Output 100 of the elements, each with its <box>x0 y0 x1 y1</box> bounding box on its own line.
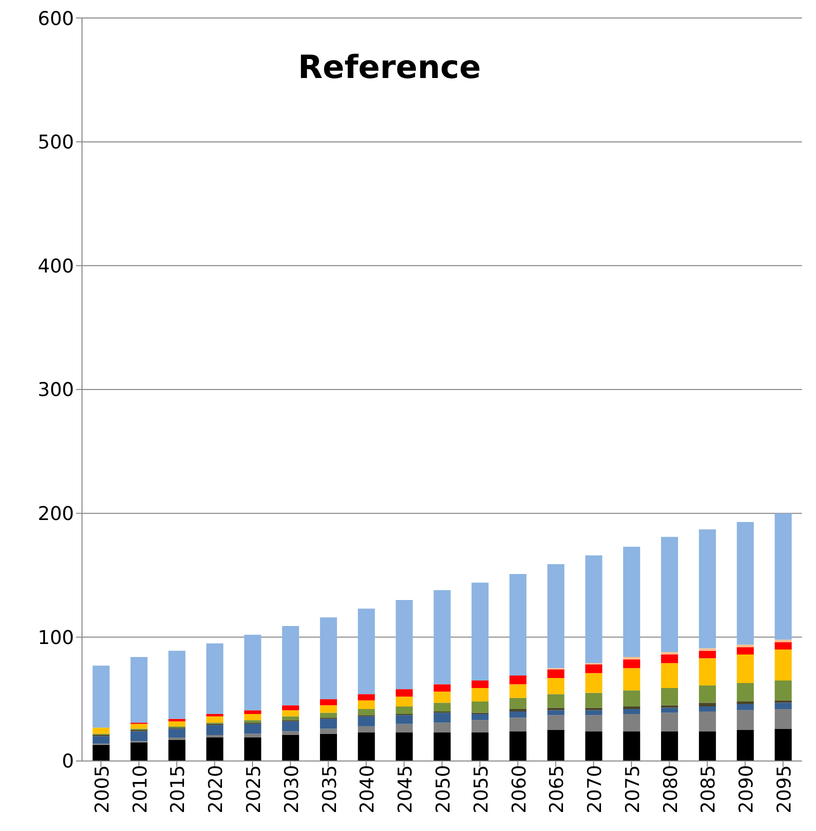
bar <box>661 731 678 761</box>
bar <box>661 705 678 708</box>
bar <box>92 728 110 734</box>
bar <box>130 724 148 729</box>
bar <box>168 737 186 740</box>
bar <box>130 742 148 761</box>
bar <box>623 714 640 732</box>
bar <box>774 702 792 709</box>
bar <box>623 668 640 690</box>
x-tick-label: 2025 <box>243 765 266 814</box>
bar <box>547 564 564 668</box>
bar <box>509 718 526 732</box>
bar <box>92 666 110 728</box>
x-tick-label: 2070 <box>584 765 606 814</box>
bar <box>736 704 754 710</box>
bar <box>736 522 754 645</box>
bar <box>661 652 678 655</box>
bar <box>396 715 413 724</box>
bar <box>585 710 602 716</box>
bar <box>623 690 640 707</box>
bar <box>130 656 148 723</box>
bar <box>623 731 640 761</box>
bar <box>396 724 413 733</box>
x-tick-label: 2075 <box>622 765 644 814</box>
bar <box>698 702 716 707</box>
bar <box>244 737 262 761</box>
bar <box>358 726 375 733</box>
bar <box>168 718 186 722</box>
bar <box>472 688 489 702</box>
bar <box>547 730 564 761</box>
bar <box>736 644 754 648</box>
bar <box>698 529 716 648</box>
bar <box>661 654 678 664</box>
bar <box>244 634 262 710</box>
bar <box>396 600 413 690</box>
bar <box>168 721 186 726</box>
bar <box>168 740 186 761</box>
bar <box>320 728 337 734</box>
x-tick-label: 2040 <box>356 765 379 814</box>
bar <box>92 744 110 761</box>
bar <box>547 715 564 730</box>
bar <box>396 732 413 761</box>
y-tick-label: 400 <box>38 255 74 278</box>
x-tick-label: 2010 <box>129 765 152 814</box>
x-tick-label: 2090 <box>736 765 758 814</box>
bar <box>130 731 148 742</box>
bar <box>320 712 337 718</box>
bar <box>206 714 224 716</box>
x-tick-label: 2065 <box>546 765 568 814</box>
x-tick-label: 2045 <box>394 765 417 814</box>
bar <box>282 716 300 720</box>
bar <box>320 617 337 700</box>
bar <box>244 714 262 720</box>
bar <box>434 590 451 684</box>
bar <box>358 708 375 716</box>
x-tick-label: 2085 <box>698 765 720 814</box>
bar <box>698 650 716 658</box>
y-tick-label: 200 <box>38 503 74 526</box>
bar <box>774 680 792 700</box>
bar <box>206 734 224 738</box>
bar <box>434 732 451 761</box>
bar <box>661 536 678 652</box>
bar <box>320 699 337 706</box>
bar <box>396 689 413 697</box>
bar <box>244 734 262 738</box>
bar <box>698 706 716 712</box>
y-tick-label: 500 <box>38 132 74 154</box>
bar <box>774 513 792 640</box>
bar <box>774 640 792 642</box>
bar <box>434 692 451 703</box>
bar <box>509 574 526 676</box>
bar <box>358 732 375 761</box>
x-tick-label: 2080 <box>660 765 682 814</box>
bar <box>472 720 489 733</box>
bar <box>585 673 602 693</box>
bar <box>623 659 640 668</box>
bar <box>736 710 754 730</box>
bar <box>244 724 262 734</box>
y-tick-label: 0 <box>62 750 74 773</box>
bar <box>774 700 792 703</box>
bar <box>358 694 375 700</box>
bar <box>698 658 716 686</box>
bar <box>472 732 489 761</box>
x-tick-label: 2095 <box>774 765 796 814</box>
bar <box>736 654 754 683</box>
bar <box>282 710 300 716</box>
bar <box>547 678 564 694</box>
bar <box>168 728 186 738</box>
x-tick-label: 2005 <box>91 765 114 814</box>
bar <box>434 712 451 723</box>
bar <box>585 715 602 732</box>
bar <box>698 685 716 703</box>
bar <box>472 582 489 681</box>
bar <box>244 720 262 723</box>
bar <box>509 684 526 698</box>
bar <box>736 730 754 761</box>
bar <box>774 728 792 761</box>
bar <box>472 714 489 720</box>
bar <box>661 712 678 732</box>
bar <box>206 737 224 761</box>
